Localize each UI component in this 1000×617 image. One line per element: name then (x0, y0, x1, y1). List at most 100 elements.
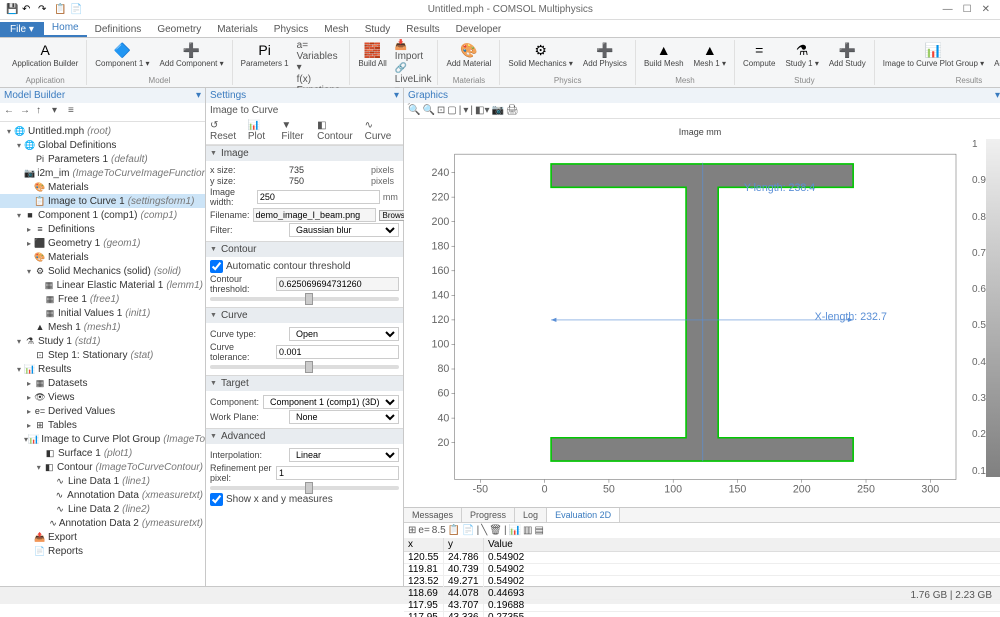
tree-node[interactable]: ▾◧Contour(ImageToCurveContour) (0, 460, 205, 474)
tree-node[interactable]: ▦Free 1(free1) (0, 292, 205, 306)
build-mesh-button[interactable]: ▲Build Mesh (640, 40, 688, 76)
add-component-button[interactable]: ➕Add Component ▾ (156, 40, 228, 76)
model-tree[interactable]: ▾🌐Untitled.mph(root)▾🌐Global Definitions… (0, 122, 205, 586)
tree-node[interactable]: ▸▦Datasets (0, 376, 205, 390)
plot-action[interactable]: 📊 Plot (248, 120, 278, 142)
tree-node[interactable]: ∿Line Data 2(line2) (0, 502, 205, 516)
curve-type-select[interactable]: Open (289, 327, 399, 341)
undo-icon[interactable]: ↶ (22, 4, 34, 16)
filter-action[interactable]: ▼ Filter (281, 120, 313, 142)
tree-node[interactable]: 🎨Materials (0, 250, 205, 264)
tree-node[interactable]: ▸⊞Tables (0, 418, 205, 432)
clear-icon[interactable]: ╲ (481, 525, 487, 536)
tree-node[interactable]: 📤Export (0, 530, 205, 544)
tree-node[interactable]: ▦Initial Values 1(init1) (0, 306, 205, 320)
filter-select[interactable]: Gaussian blur (289, 223, 399, 237)
tree-node[interactable]: ∿Annotation Data(xmeasuretxt) (0, 488, 205, 502)
forward-icon[interactable]: → (20, 105, 34, 119)
tree-node[interactable]: ▸e=Derived Values (0, 404, 205, 418)
tab-developer[interactable]: Developer (448, 22, 510, 37)
redo-icon[interactable]: ↷ (38, 4, 50, 16)
tab-materials[interactable]: Materials (209, 22, 266, 37)
add-physics-button[interactable]: ➕Add Physics (579, 40, 631, 76)
tree-node[interactable]: 🎨Materials (0, 180, 205, 194)
study-1-button[interactable]: ⚗Study 1 ▾ (781, 40, 822, 76)
refinement-input[interactable] (276, 466, 399, 480)
copy-icon[interactable]: 📋 (54, 4, 66, 16)
curve-tolerance-input[interactable] (276, 345, 399, 359)
solid-mechanics-button[interactable]: ⚙Solid Mechanics ▾ (504, 40, 577, 76)
zoom-out-icon[interactable]: 🔍 (422, 105, 434, 116)
tree-node[interactable]: ▾⚗Study 1(std1) (0, 334, 205, 348)
table-icon[interactable]: ⊞ (408, 525, 416, 536)
curve-action[interactable]: ∿ Curve (365, 120, 399, 142)
tree-node[interactable]: ◧Surface 1(plot1) (0, 446, 205, 460)
collapse-icon[interactable]: ≡ (68, 105, 82, 119)
interpolation-select[interactable]: Linear (289, 448, 399, 462)
app-builder-button[interactable]: AApplication Builder (8, 40, 82, 76)
mesh-1-button[interactable]: ▲Mesh 1 ▾ (690, 40, 730, 76)
camera-icon[interactable]: 📷 (491, 105, 503, 116)
curve-section-header[interactable]: Curve (206, 307, 403, 323)
plot-area[interactable]: Image mm -500501001502002503002040608010… (404, 119, 1000, 507)
table-row[interactable]: 119.8140.7390.54902 (404, 564, 1000, 576)
table-row[interactable]: 123.5249.2710.54902 (404, 576, 1000, 588)
tree-node[interactable]: PiParameters 1(default) (0, 152, 205, 166)
tree-node[interactable]: ▦Linear Elastic Material 1(lemm1) (0, 278, 205, 292)
tree-node[interactable]: ▾⚙Solid Mechanics (solid)(solid) (0, 264, 205, 278)
image-width-input[interactable] (257, 190, 380, 204)
tab-definitions[interactable]: Definitions (87, 22, 150, 37)
plot-group-button[interactable]: 📊Image to Curve Plot Group ▾ (879, 40, 988, 76)
advanced-section-header[interactable]: Advanced (206, 428, 403, 444)
contour-section-header[interactable]: Contour (206, 241, 403, 257)
tree-node[interactable]: ▸👁Views (0, 390, 205, 404)
refinement-slider[interactable] (210, 486, 399, 490)
tab-home[interactable]: Home (44, 20, 87, 37)
tree-node[interactable]: ▸≡Definitions (0, 222, 205, 236)
tab-results[interactable]: Results (398, 22, 447, 37)
panel-menu-icon[interactable]: ▾ (995, 90, 1000, 101)
add-study-button[interactable]: ➕Add Study (825, 40, 870, 76)
tree-node[interactable]: ▾📊Image to Curve Plot Group(ImageToCurve… (0, 432, 205, 446)
tree-node[interactable]: ⊡Step 1: Stationary(stat) (0, 348, 205, 362)
threshold-slider[interactable] (210, 297, 399, 301)
print-icon[interactable]: 🖨 (506, 105, 519, 116)
view-icon[interactable]: ▾ (463, 105, 468, 116)
tree-node[interactable]: 📷i2m_im(ImageToCurveImageFunction) (0, 166, 205, 180)
tab-geometry[interactable]: Geometry (149, 22, 209, 37)
zoom-in-icon[interactable]: 🔍 (408, 105, 420, 116)
plot-canvas[interactable]: -500501001502002503002040608010012014016… (412, 137, 988, 513)
tolerance-slider[interactable] (210, 365, 399, 369)
paste-icon[interactable]: 📄 (70, 4, 82, 16)
zoom-box-icon[interactable]: ▢ (447, 105, 456, 116)
maximize-button[interactable]: ☐ (963, 4, 972, 15)
tree-node[interactable]: ▸⬛Geometry 1(geom1) (0, 236, 205, 250)
contour-action[interactable]: ◧ Contour (317, 120, 360, 142)
data-table[interactable]: xyValue120.5524.7860.54902119.8140.7390.… (404, 538, 1000, 617)
expand-icon[interactable]: ▾ (52, 105, 66, 119)
show-xy-checkbox[interactable] (210, 493, 223, 506)
save-icon[interactable]: 💾 (6, 4, 18, 16)
add-plot-group-button[interactable]: ➕Add Plot Group ▾ (990, 40, 1000, 76)
delete-icon[interactable]: 🗑 (489, 525, 502, 536)
panel-menu-icon[interactable]: ▾ (196, 90, 201, 101)
minimize-button[interactable]: — (943, 4, 953, 15)
file-menu[interactable]: File ▾ (0, 22, 44, 37)
component-select[interactable]: Component 1 (comp1) (3D) (263, 395, 399, 409)
tree-node[interactable]: ▾■Component 1 (comp1)(comp1) (0, 208, 205, 222)
tab-mesh[interactable]: Mesh (316, 22, 356, 37)
tree-node[interactable]: ∿Line Data 1(line1) (0, 474, 205, 488)
zoom-extents-icon[interactable]: ⊡ (437, 105, 445, 116)
table-row[interactable]: 120.5524.7860.54902 (404, 552, 1000, 564)
auto-threshold-checkbox[interactable] (210, 260, 223, 273)
component-button[interactable]: 🔷Component 1 ▾ (91, 40, 153, 76)
up-icon[interactable]: ↑ (36, 105, 50, 119)
tree-node[interactable]: ▾🌐Global Definitions (0, 138, 205, 152)
add-material-button[interactable]: 🎨Add Material (442, 40, 495, 76)
tree-node[interactable]: ∿Annotation Data 2(ymeasuretxt) (0, 516, 205, 530)
table-row[interactable]: 117.9543.3360.27355 (404, 612, 1000, 617)
workplane-select[interactable]: None (289, 410, 399, 424)
tree-node[interactable]: ▾📊Results (0, 362, 205, 376)
back-icon[interactable]: ← (4, 105, 18, 119)
close-button[interactable]: ✕ (982, 4, 990, 15)
